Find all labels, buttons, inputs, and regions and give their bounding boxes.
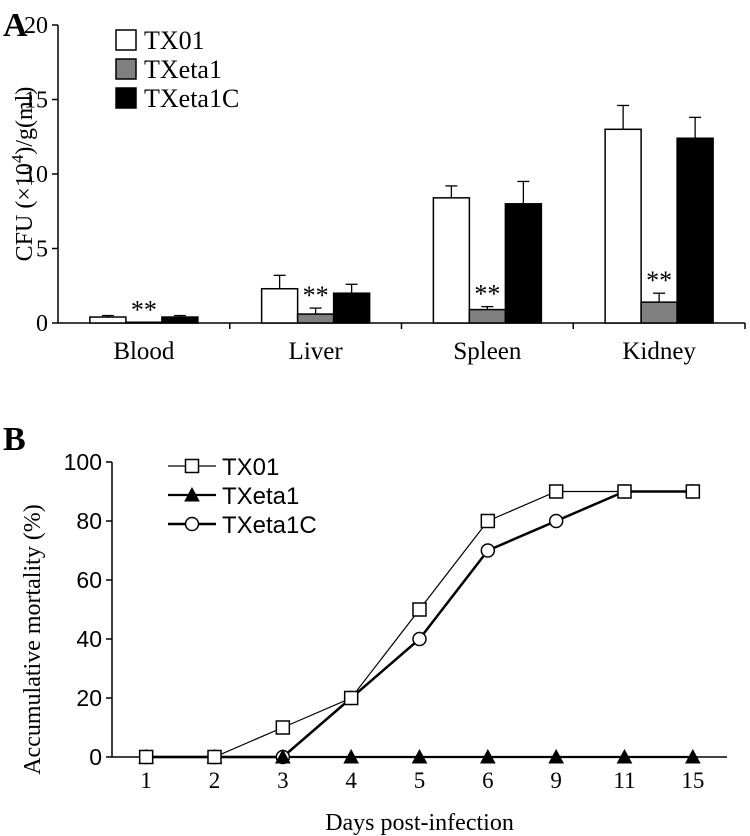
panel-b-x-tick-label-1: 1	[140, 768, 152, 793]
point-txeta1c-day-9	[548, 513, 564, 529]
panel-b-x-tick-label-5: 5	[414, 768, 426, 793]
legend-swatch-tx01	[115, 29, 137, 51]
legend-marker-tx01	[184, 458, 200, 474]
point-txeta1c-day-6	[480, 543, 496, 558]
point-tx01-day-2	[207, 749, 222, 765]
panel-b-x-tick-label-15: 15	[681, 768, 704, 793]
legend-label-tx01: TX01	[222, 454, 279, 481]
error-bar-txeta1-kidney	[653, 292, 666, 303]
panel-a-category-label-spleen: Spleen	[453, 338, 522, 365]
point-txeta1-day-3	[274, 748, 291, 764]
panel-a-y-tick-label: 5	[36, 237, 48, 263]
point-tx01-day-4	[343, 690, 359, 706]
point-tx01-day-6	[480, 513, 496, 529]
legend-swatch-txeta1	[115, 58, 137, 80]
panel-b-y-tick-label: 100	[64, 449, 102, 475]
panel-b-axes: 0 20 40 60 80 100 1 2 3 4 5 6 9 11 15 Days post-infecti…	[64, 449, 727, 836]
significance-mark-kidney: **	[646, 266, 672, 295]
panel-a-y-tick-label: 15	[24, 88, 48, 114]
panel-b-letter: B	[3, 421, 26, 458]
panel-b-y-tick-label: 40	[76, 626, 102, 652]
point-txeta1-day-4	[343, 748, 360, 764]
panel-b-y-tick-label: 0	[89, 744, 102, 770]
panel-b-x-tick-label-2: 2	[209, 768, 221, 793]
error-bar-tx01-blood	[101, 314, 114, 318]
panel-b-y-axis-title: Accumulative mortality (%)	[20, 504, 46, 775]
legend-label-txeta1: TXeta1	[144, 55, 222, 84]
bar-txeta1c-blood	[161, 316, 199, 324]
panel-a-y-tick-label: 10	[24, 162, 48, 188]
panel-a-y-axis-title: CFU (×104)/g(ml)	[8, 87, 38, 262]
panel-b-x-tick-label-3: 3	[277, 768, 289, 793]
bar-txeta1c-spleen	[504, 203, 543, 324]
point-tx01-day-11	[617, 484, 632, 499]
point-txeta1-day-15	[684, 748, 701, 764]
bar-tx01-kidney	[604, 128, 642, 324]
significance-mark-blood: **	[131, 295, 157, 324]
point-txeta1c-day-5	[412, 631, 427, 647]
point-txeta1-day-9	[548, 748, 565, 764]
point-tx01-day-1	[138, 749, 154, 765]
point-tx01-day-5	[412, 602, 427, 617]
panel-b-y-tick-label: 20	[76, 685, 102, 711]
panel-a-bar-chart: A 0 5 10 15 20 Blood Liver Spleen Kidney CFU (×1…	[3, 7, 746, 365]
point-tx01-day-3	[275, 720, 291, 735]
significance-mark-liver: **	[303, 281, 329, 310]
panel-a-letter: A	[3, 7, 28, 44]
point-txeta1-day-6	[479, 748, 496, 764]
panel-b-x-tick-label-9: 9	[550, 768, 562, 793]
point-tx01-day-15	[685, 484, 701, 499]
bar-txeta1-spleen	[468, 308, 507, 324]
panel-a-y-tick-label: 0	[36, 311, 48, 337]
legend-label-txeta1: TXeta1	[222, 483, 299, 510]
panel-a-y-axis-label: CFU (×104)/g(ml)	[8, 87, 38, 262]
panel-a-category-label-blood: Blood	[113, 338, 175, 365]
panel-b-y-tick-label: 80	[76, 508, 102, 534]
error-bar-txeta1c-blood	[173, 314, 186, 318]
legend-marker-txeta1	[184, 486, 200, 502]
legend-label-tx01: TX01	[144, 26, 205, 55]
error-bar-txeta1-spleen	[481, 305, 494, 310]
bar-txeta1c-kidney	[676, 137, 714, 324]
panel-a-category-label-liver: Liver	[289, 338, 344, 365]
bar-tx01-blood	[89, 316, 127, 324]
panel-a-y-tick-label: 20	[24, 13, 48, 39]
panel-b-line-chart: B 0 20 40 60 80 100 1 2 3 4 5 6 9 11 15 Days post-infec…	[3, 421, 727, 836]
error-bar-txeta1c-spleen	[517, 180, 530, 204]
error-bar-txeta1c-liver	[345, 283, 358, 294]
error-bar-tx01-liver	[273, 274, 286, 289]
bar-txeta1-kidney	[640, 301, 678, 324]
error-bar-tx01-spleen	[445, 185, 458, 198]
panel-a-axes: 0 5 10 15 20 Blood Liver Spleen Kidney	[24, 13, 746, 365]
error-bar-tx01-kidney	[617, 104, 630, 130]
panel-b-x-tick-label-11: 11	[613, 768, 635, 793]
panel-b-x-tick-label-6: 6	[482, 768, 494, 793]
point-tx01-day-9	[548, 484, 564, 499]
panel-b-x-axis-title: Days post-infection	[325, 810, 514, 836]
bar-txeta1-liver	[296, 313, 335, 324]
legend-swatch-txeta1c	[115, 87, 137, 109]
panel-b-x-tick-label-4: 4	[345, 768, 357, 793]
panel-b-y-axis-label: Accumulative mortality (%)	[20, 504, 46, 775]
bar-txeta1c-liver	[332, 292, 371, 324]
point-txeta1-day-11	[616, 748, 633, 764]
significance-mark-spleen: **	[474, 280, 500, 309]
panel-a-category-label-kidney: Kidney	[622, 338, 696, 365]
panel-a-bars: ** ** ** **	[89, 104, 714, 324]
panel-b-y-tick-label: 60	[76, 567, 102, 593]
bar-tx01-spleen	[432, 197, 471, 324]
legend-label-txeta1c: TXeta1C	[144, 84, 239, 113]
point-txeta1-day-5	[411, 748, 428, 764]
legend-label-txeta1c: TXeta1C	[222, 512, 317, 539]
bar-tx01-liver	[260, 287, 299, 324]
legend-marker-txeta1c	[184, 516, 200, 532]
panel-b-series	[138, 484, 701, 765]
error-bar-txeta1-liver	[309, 307, 322, 315]
error-bar-txeta1c-kidney	[689, 116, 702, 139]
